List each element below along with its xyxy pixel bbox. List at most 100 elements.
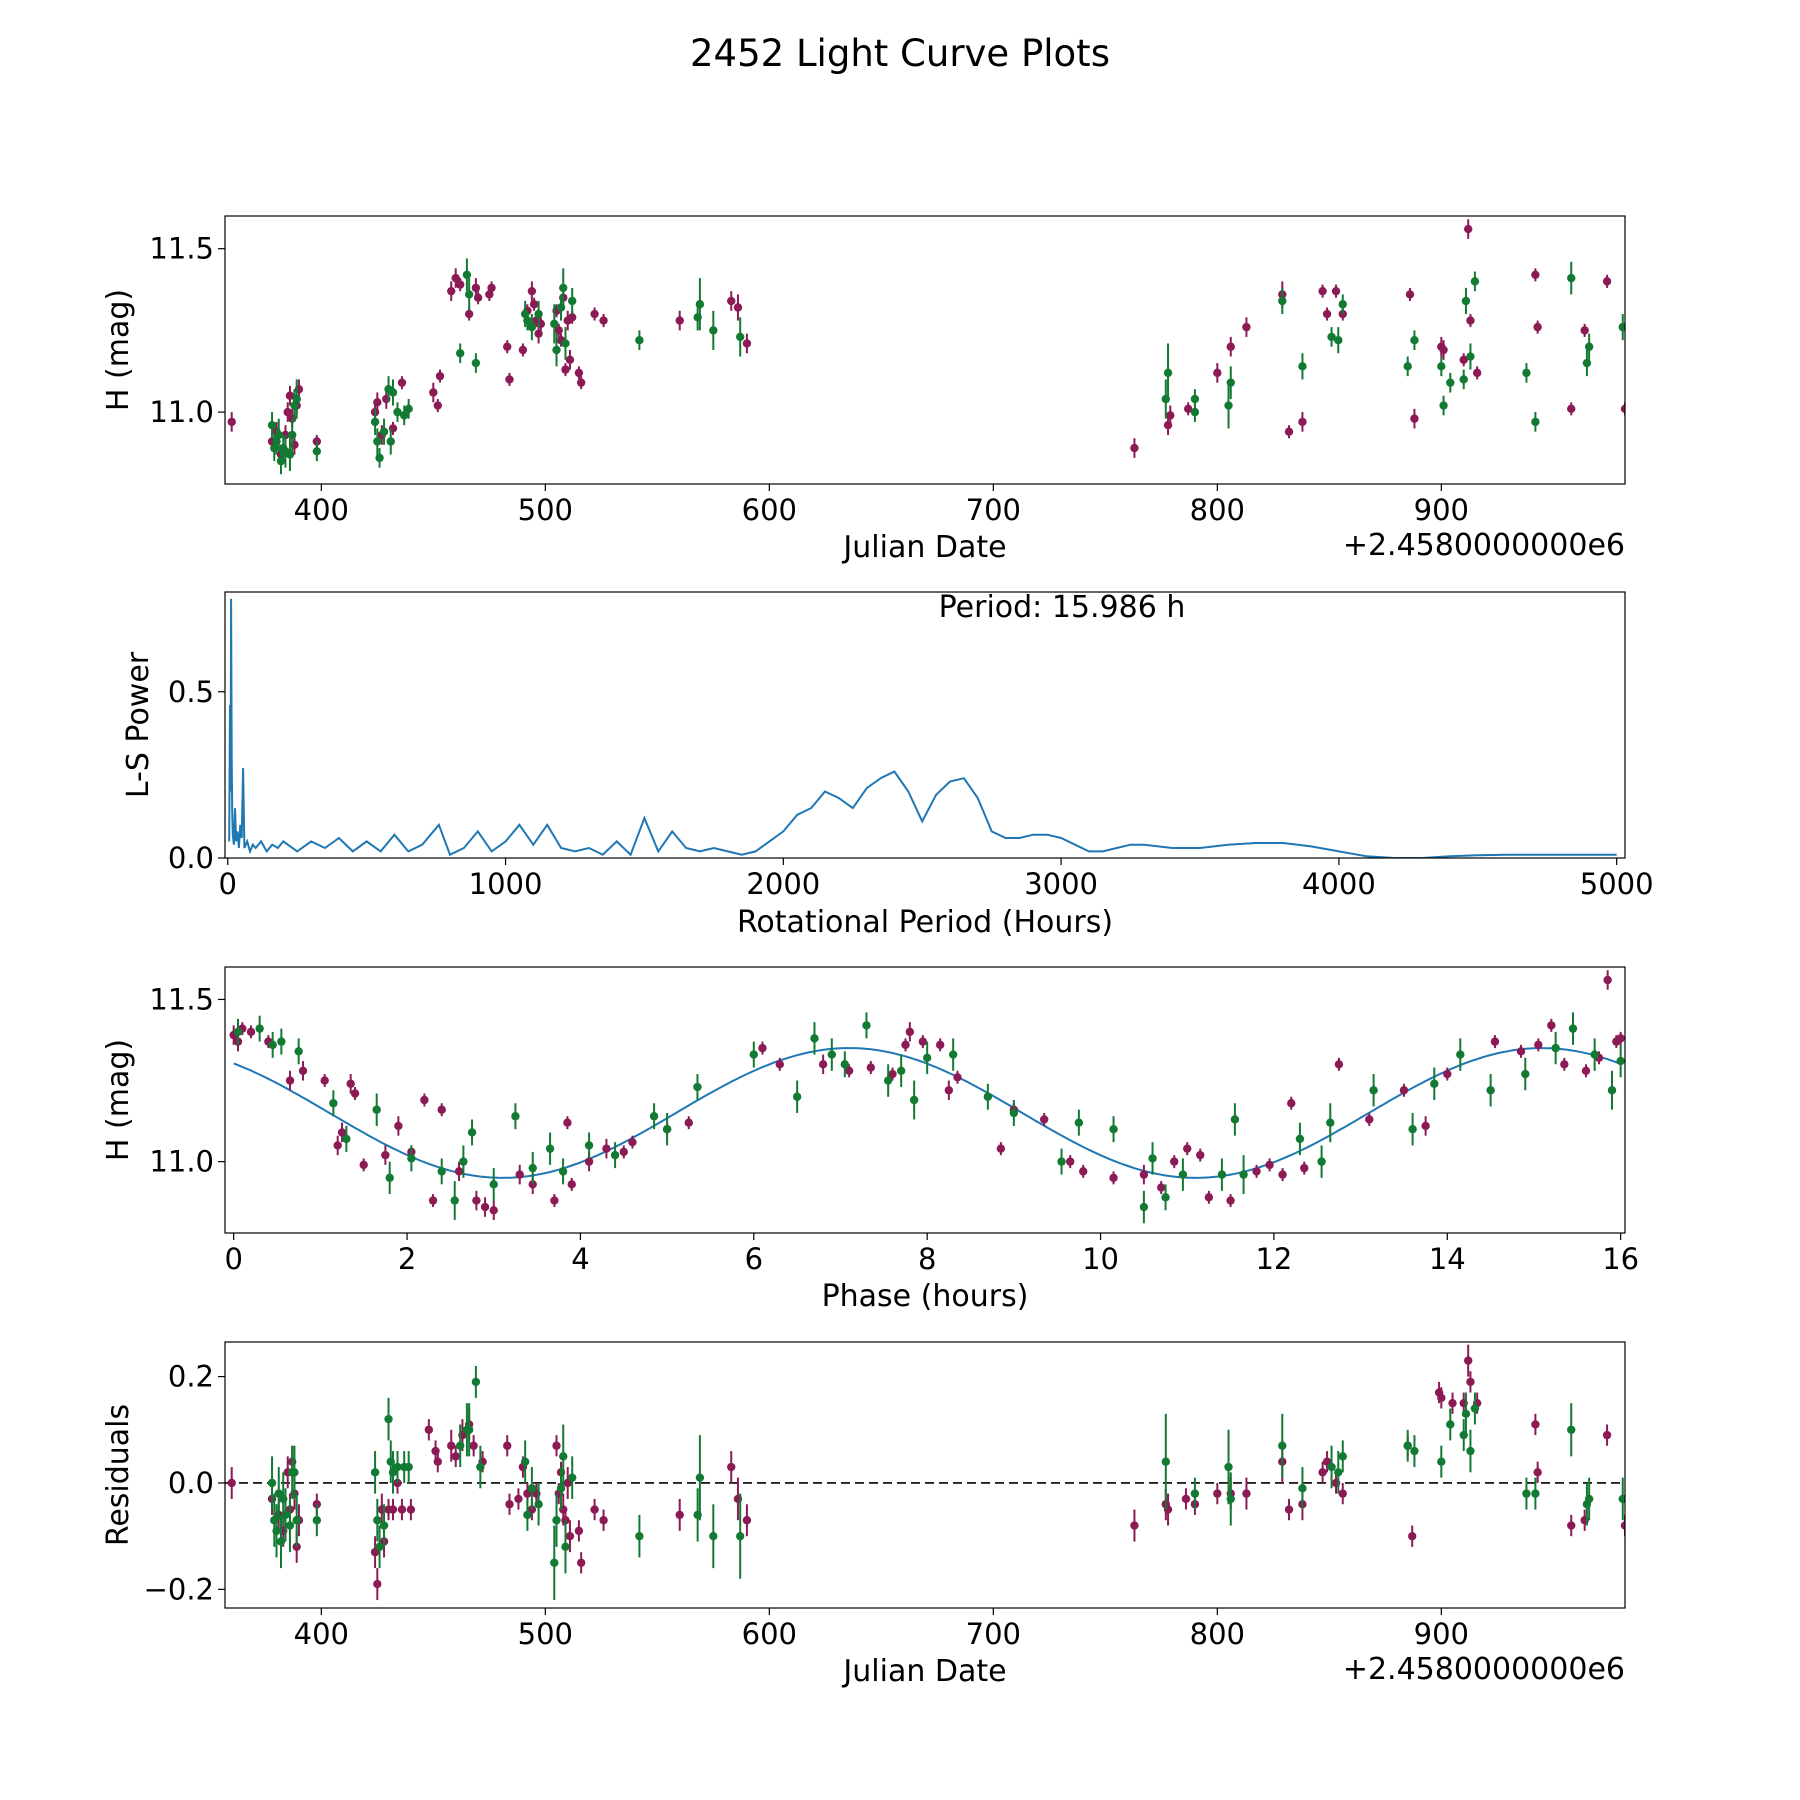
lc-band_a-point-18 (429, 388, 438, 397)
lc-band_a-point-36 (534, 329, 543, 338)
pf-band_a-point-72 (1547, 1021, 1556, 1030)
residuals-ticks: 400 500 600 700 800 900 −0.2 0.0 0.2 (144, 1360, 1469, 1651)
pf-band_b-point-54 (1486, 1086, 1495, 1095)
res-band_a-point-22 (433, 1457, 442, 1466)
pf-band_b-point-44 (1217, 1170, 1227, 1179)
pf-band_a-point-65 (1365, 1115, 1374, 1124)
light-curve-xlabel: Julian Date (841, 530, 1006, 565)
res-band_a-point-12 (373, 1579, 382, 1589)
lc-band_b-point-31 (552, 345, 561, 355)
lc-band_a-point-24 (464, 309, 474, 319)
res-band_a-point-16 (388, 1505, 398, 1514)
res-band_b-point-40 (709, 1531, 718, 1541)
res-xtick-label-3: 700 (966, 1617, 1021, 1651)
pf-ytick-label-0: 11.0 (149, 1145, 214, 1179)
res-ytick-label-2: 0.2 (168, 1360, 214, 1394)
res-band_b-point-39 (695, 1473, 705, 1482)
lc-xtick-label-3: 700 (966, 493, 1021, 527)
lc-band_b-point-35 (568, 296, 577, 306)
lc-band_a-point-6 (285, 391, 295, 400)
lc-band_a-point-53 (742, 339, 752, 348)
res-band_a-point-56 (1213, 1489, 1222, 1498)
pf-band_a-point-37 (844, 1066, 854, 1076)
lc-band_a-point-28 (487, 283, 496, 293)
pf-band_a-point-51 (1109, 1173, 1118, 1183)
lc-ytick-label-1: 11.5 (149, 232, 214, 266)
res-band_b-point-52 (1410, 1446, 1419, 1456)
lc-band_a-point-26 (473, 293, 483, 302)
res-band_b-point-50 (1338, 1452, 1347, 1461)
pf-band_a-point-78 (1616, 1034, 1625, 1043)
pf-band_a-point-38 (866, 1063, 876, 1072)
res-band_a-point-75 (1531, 1420, 1540, 1429)
res-xtick-label-2: 600 (742, 1617, 797, 1651)
pf-band_a-point-68 (1443, 1069, 1452, 1079)
res-band_b-point-61 (1567, 1425, 1576, 1434)
res-band_a-point-48 (727, 1462, 736, 1472)
res-band_b-point-37 (635, 1531, 644, 1541)
res-band_b-point-63 (1584, 1494, 1594, 1504)
pf-band_b-point-15 (511, 1112, 520, 1121)
pf-band_a-point-52 (1139, 1170, 1149, 1179)
lc-band_a-point-57 (1184, 404, 1193, 414)
lc-band_b-point-34 (561, 339, 570, 348)
periodogram-ylabel: L-S Power (121, 651, 156, 798)
lc-band_b-point-11 (312, 447, 322, 456)
pf-band_b-point-42 (1161, 1193, 1170, 1202)
res-band_a-point-60 (1284, 1505, 1294, 1514)
lc-band_a-point-65 (1322, 309, 1332, 319)
pf-band_a-point-8 (333, 1141, 342, 1150)
lc-band_a-point-20 (435, 371, 445, 381)
lc-band_b-point-54 (1437, 362, 1446, 371)
residuals-ylabel: Residuals (101, 1404, 136, 1546)
pf-band_b-point-58 (1590, 1050, 1599, 1059)
lc-band_b-point-65 (1584, 342, 1594, 351)
lc-xtick-label-4: 800 (1190, 493, 1245, 527)
lc-band_b-point-45 (1224, 401, 1233, 410)
res-band_b-point-53 (1437, 1457, 1446, 1466)
pf-band_a-point-7 (320, 1076, 329, 1085)
lc-band_b-point-14 (375, 453, 384, 463)
pf-band_a-point-17 (428, 1196, 438, 1205)
res-band_a-point-58 (1242, 1489, 1251, 1498)
lc-band_b-point-0 (267, 420, 277, 430)
res-band_b-point-58 (1470, 1404, 1480, 1413)
res-band_b-point-35 (561, 1542, 570, 1552)
pf-band_a-point-9 (337, 1128, 347, 1137)
pf-band_b-point-31 (896, 1066, 906, 1076)
periodogram-marks (228, 598, 1617, 858)
pf-band_a-point-16 (420, 1095, 429, 1105)
lc-band_a-point-5 (283, 407, 292, 417)
lc-ytick-label-0: 11.0 (149, 395, 214, 429)
res-band_b-point-4 (276, 1537, 286, 1546)
lc-band_a-point-58 (1213, 368, 1222, 378)
pf-band_b-point-49 (1326, 1118, 1335, 1127)
pf-band_a-point-6 (298, 1066, 308, 1076)
res-band_a-point-8 (292, 1542, 301, 1552)
lc-band_a-point-50 (675, 316, 684, 325)
pf-band_b-point-22 (662, 1124, 672, 1134)
lc-band_b-point-62 (1531, 417, 1540, 427)
res-band_b-point-44 (1224, 1462, 1233, 1472)
lc-band_b-point-40 (736, 332, 745, 342)
pf-band_b-point-43 (1178, 1170, 1188, 1179)
pf-band_b-point-59 (1607, 1086, 1617, 1095)
pf-band_b-point-30 (883, 1076, 893, 1085)
lc-band_a-point-21 (447, 286, 456, 296)
pf-band_b-point-29 (862, 1021, 871, 1030)
lc-band_a-point-25 (471, 283, 481, 293)
light-curve-ylabel: H (mag) (101, 289, 136, 411)
pf-band_a-point-14 (394, 1121, 403, 1131)
lc-band_a-point-29 (503, 342, 512, 351)
res-band_b-point-28 (523, 1510, 532, 1520)
lc-band_b-point-39 (709, 326, 718, 335)
res-band_b-point-6 (281, 1510, 290, 1520)
pf-band_a-point-56 (1196, 1150, 1205, 1160)
pf-xtick-label-6: 12 (1255, 1242, 1292, 1276)
pf-band_a-point-43 (935, 1040, 945, 1050)
lc-band_a-point-73 (1464, 224, 1473, 234)
res-band_a-point-0 (227, 1478, 236, 1488)
lc-band_a-point-34 (529, 300, 539, 309)
figure-title: 2452 Light Curve Plots (690, 32, 1110, 75)
pf-band_b-point-10 (437, 1167, 446, 1176)
